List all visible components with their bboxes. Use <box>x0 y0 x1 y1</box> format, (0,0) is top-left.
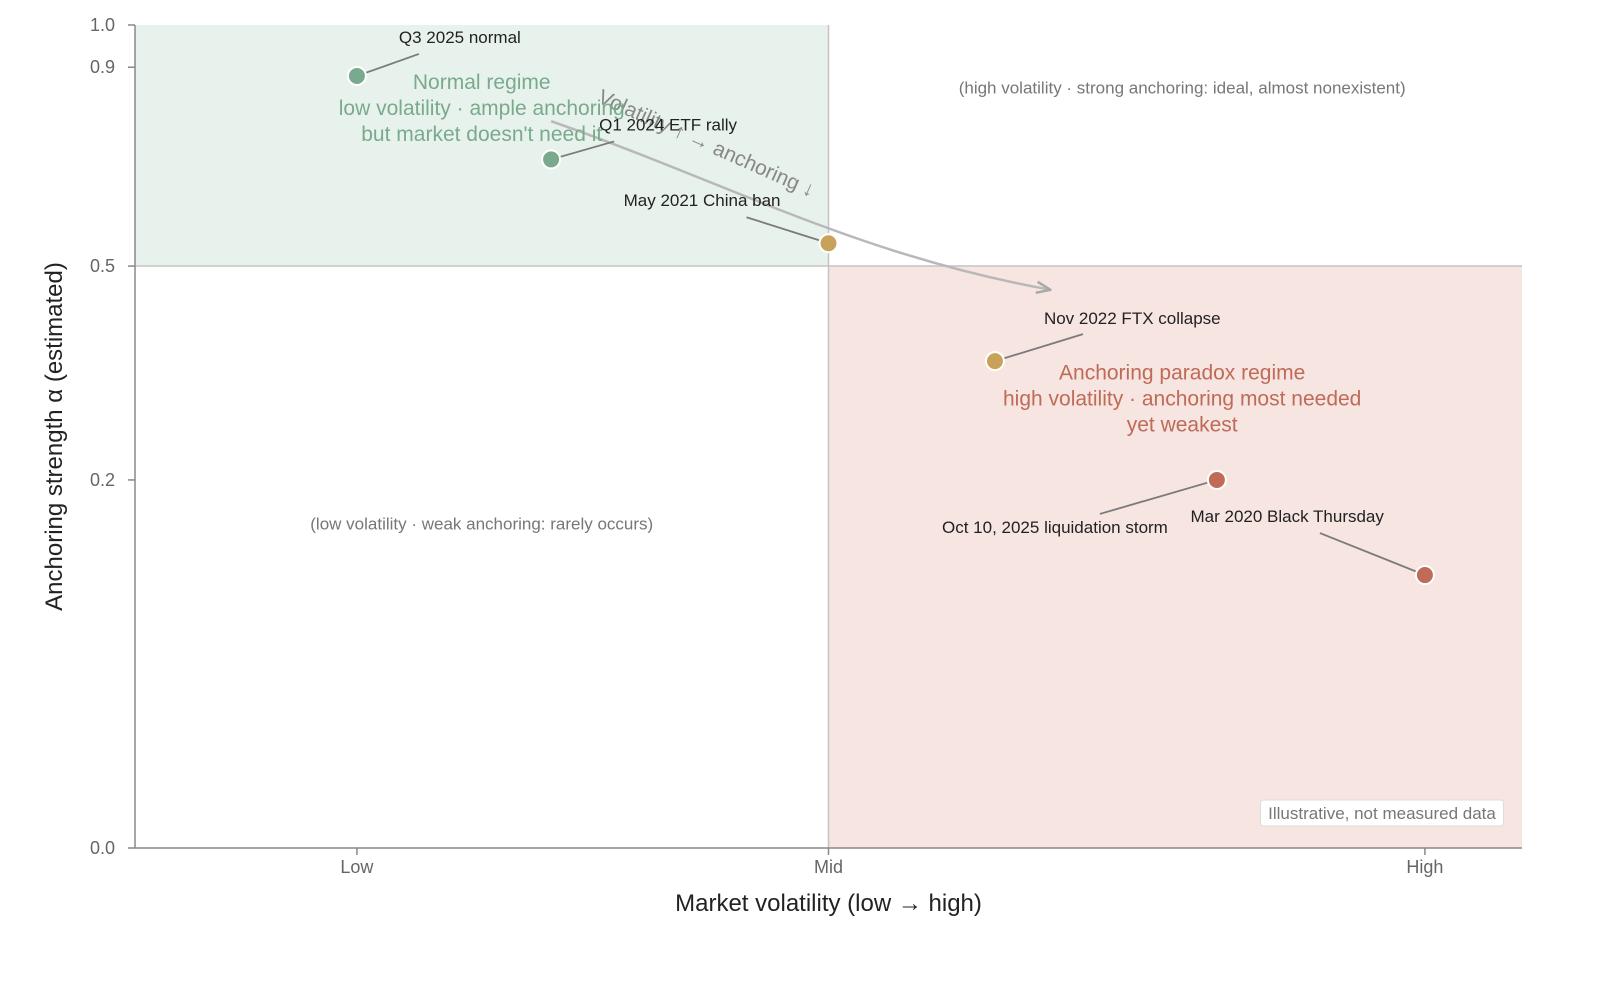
normal-regime-label: low volatility · ample anchoring <box>339 97 625 120</box>
axes: 0.0 0.2 0.5 0.9 1.0 Low Mid High Market volatili… <box>41 15 1522 917</box>
data-point <box>984 351 1005 372</box>
point-leader-line <box>994 333 1084 362</box>
normal-regime-label: but market doesn't need it <box>361 123 602 146</box>
disclaimer: Illustrative, not measured data <box>1260 799 1504 827</box>
disclaimer-text: Illustrative, not measured data <box>1268 804 1496 823</box>
y-tick-label: 0.2 <box>90 470 115 490</box>
y-tick-label: 0.0 <box>90 838 115 858</box>
point-leader-line <box>550 140 615 161</box>
trend-curve <box>550 119 1051 292</box>
y-tick-label: 0.9 <box>90 57 115 77</box>
x-tick-label: Low <box>340 857 374 877</box>
paradox-regime-label: high volatility · anchoring most needed <box>1003 388 1361 411</box>
data-point-label: Mar 2020 Black Thursday <box>1191 507 1385 526</box>
normal-regime-background <box>135 25 829 267</box>
quadrant-dividers <box>135 25 1522 848</box>
disclaimer-box <box>1260 799 1504 827</box>
data-points <box>346 65 1435 586</box>
data-point-label: May 2021 China ban <box>624 191 781 210</box>
data-point <box>1414 565 1435 586</box>
y-tick-label: 1.0 <box>90 15 115 35</box>
point-leader-line <box>1319 532 1426 576</box>
top-right-note: (high volatility · strong anchoring: ide… <box>959 79 1406 98</box>
paradox-regime-label: Anchoring paradox regime <box>1059 362 1305 385</box>
data-point <box>818 233 839 254</box>
paradox-regime-background <box>828 266 1522 848</box>
x-tick-label: High <box>1406 857 1443 877</box>
data-point-label: Q1 2024 ETF rally <box>599 115 737 134</box>
point-leader-lines <box>356 53 1426 576</box>
data-point <box>1206 469 1227 490</box>
normal-regime-label: Normal regime <box>413 71 551 94</box>
data-point-label: Nov 2022 FTX collapse <box>1044 309 1221 328</box>
paradox-regime-label: yet weakest <box>1127 414 1238 437</box>
point-labels: Q3 2025 normal Q1 2024 ETF rally May 2021 … <box>399 28 1384 537</box>
data-point-label: Oct 10, 2025 liquidation storm <box>942 518 1168 537</box>
region-backgrounds <box>135 25 1522 848</box>
trend-arrowhead <box>1035 280 1052 295</box>
x-axis-title: Market volatility (low → high) <box>675 890 982 917</box>
point-leader-line <box>746 216 829 245</box>
x-tick-label: Mid <box>814 857 843 877</box>
data-point <box>346 65 367 86</box>
data-point <box>541 149 562 170</box>
y-axis-title: Anchoring strength α (estimated) <box>41 262 68 611</box>
region-annotations: Normal regime low volatility · ample anch… <box>310 71 1405 533</box>
y-tick-label: 0.5 <box>90 256 115 276</box>
bottom-left-note: (low volatility · weak anchoring: rarely… <box>310 514 653 533</box>
point-leader-line <box>356 53 420 77</box>
data-point-label: Q3 2025 normal <box>399 28 521 47</box>
point-leader-line <box>1099 479 1218 515</box>
